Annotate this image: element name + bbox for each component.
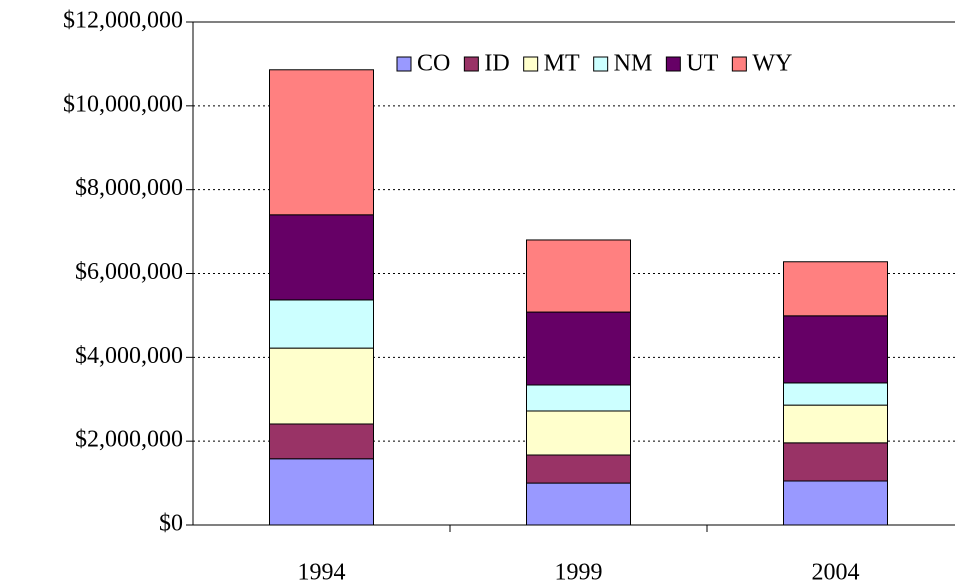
bar-segment <box>269 458 374 526</box>
y-tick-label: $12,000,000 <box>63 8 183 34</box>
bar-segment <box>269 214 374 301</box>
bar-segment <box>269 69 374 216</box>
legend-swatch <box>523 56 539 72</box>
legend-swatch <box>396 56 412 72</box>
legend-label: CO <box>417 51 450 77</box>
legend-label: NM <box>614 51 653 77</box>
bar-segment <box>269 299 374 349</box>
y-tick-label: $6,000,000 <box>75 259 183 285</box>
bar-segment <box>526 482 631 526</box>
bar-segment <box>783 382 888 406</box>
bar-segment <box>269 347 374 425</box>
legend-label: ID <box>484 51 509 77</box>
legend-label: WY <box>752 51 792 77</box>
x-tick-label: 1999 <box>555 560 603 586</box>
legend-label: MT <box>544 51 580 77</box>
bar-segment <box>526 454 631 484</box>
bar-segment <box>783 480 888 526</box>
bar-segment <box>526 239 631 313</box>
legend-label: UT <box>686 51 718 77</box>
legend-swatch <box>463 56 479 72</box>
bar-segment <box>269 423 374 460</box>
bar-segment <box>526 410 631 456</box>
y-tick-label: $8,000,000 <box>75 175 183 201</box>
y-tick-label: $0 <box>159 511 183 537</box>
y-tick-label: $4,000,000 <box>75 343 183 369</box>
bar-segment <box>526 384 631 412</box>
bar-segment <box>783 442 888 482</box>
bar-segment <box>783 404 888 444</box>
legend-swatch <box>731 56 747 72</box>
x-tick-label: 1994 <box>298 560 346 586</box>
x-tick-label: 2004 <box>812 560 860 586</box>
legend-swatch <box>665 56 681 72</box>
legend-swatch <box>593 56 609 72</box>
y-tick-label: $10,000,000 <box>63 91 183 117</box>
bar-segment <box>526 311 631 386</box>
y-tick-label: $2,000,000 <box>75 427 183 453</box>
bar-segment <box>783 261 888 317</box>
bar-segment <box>783 315 888 384</box>
